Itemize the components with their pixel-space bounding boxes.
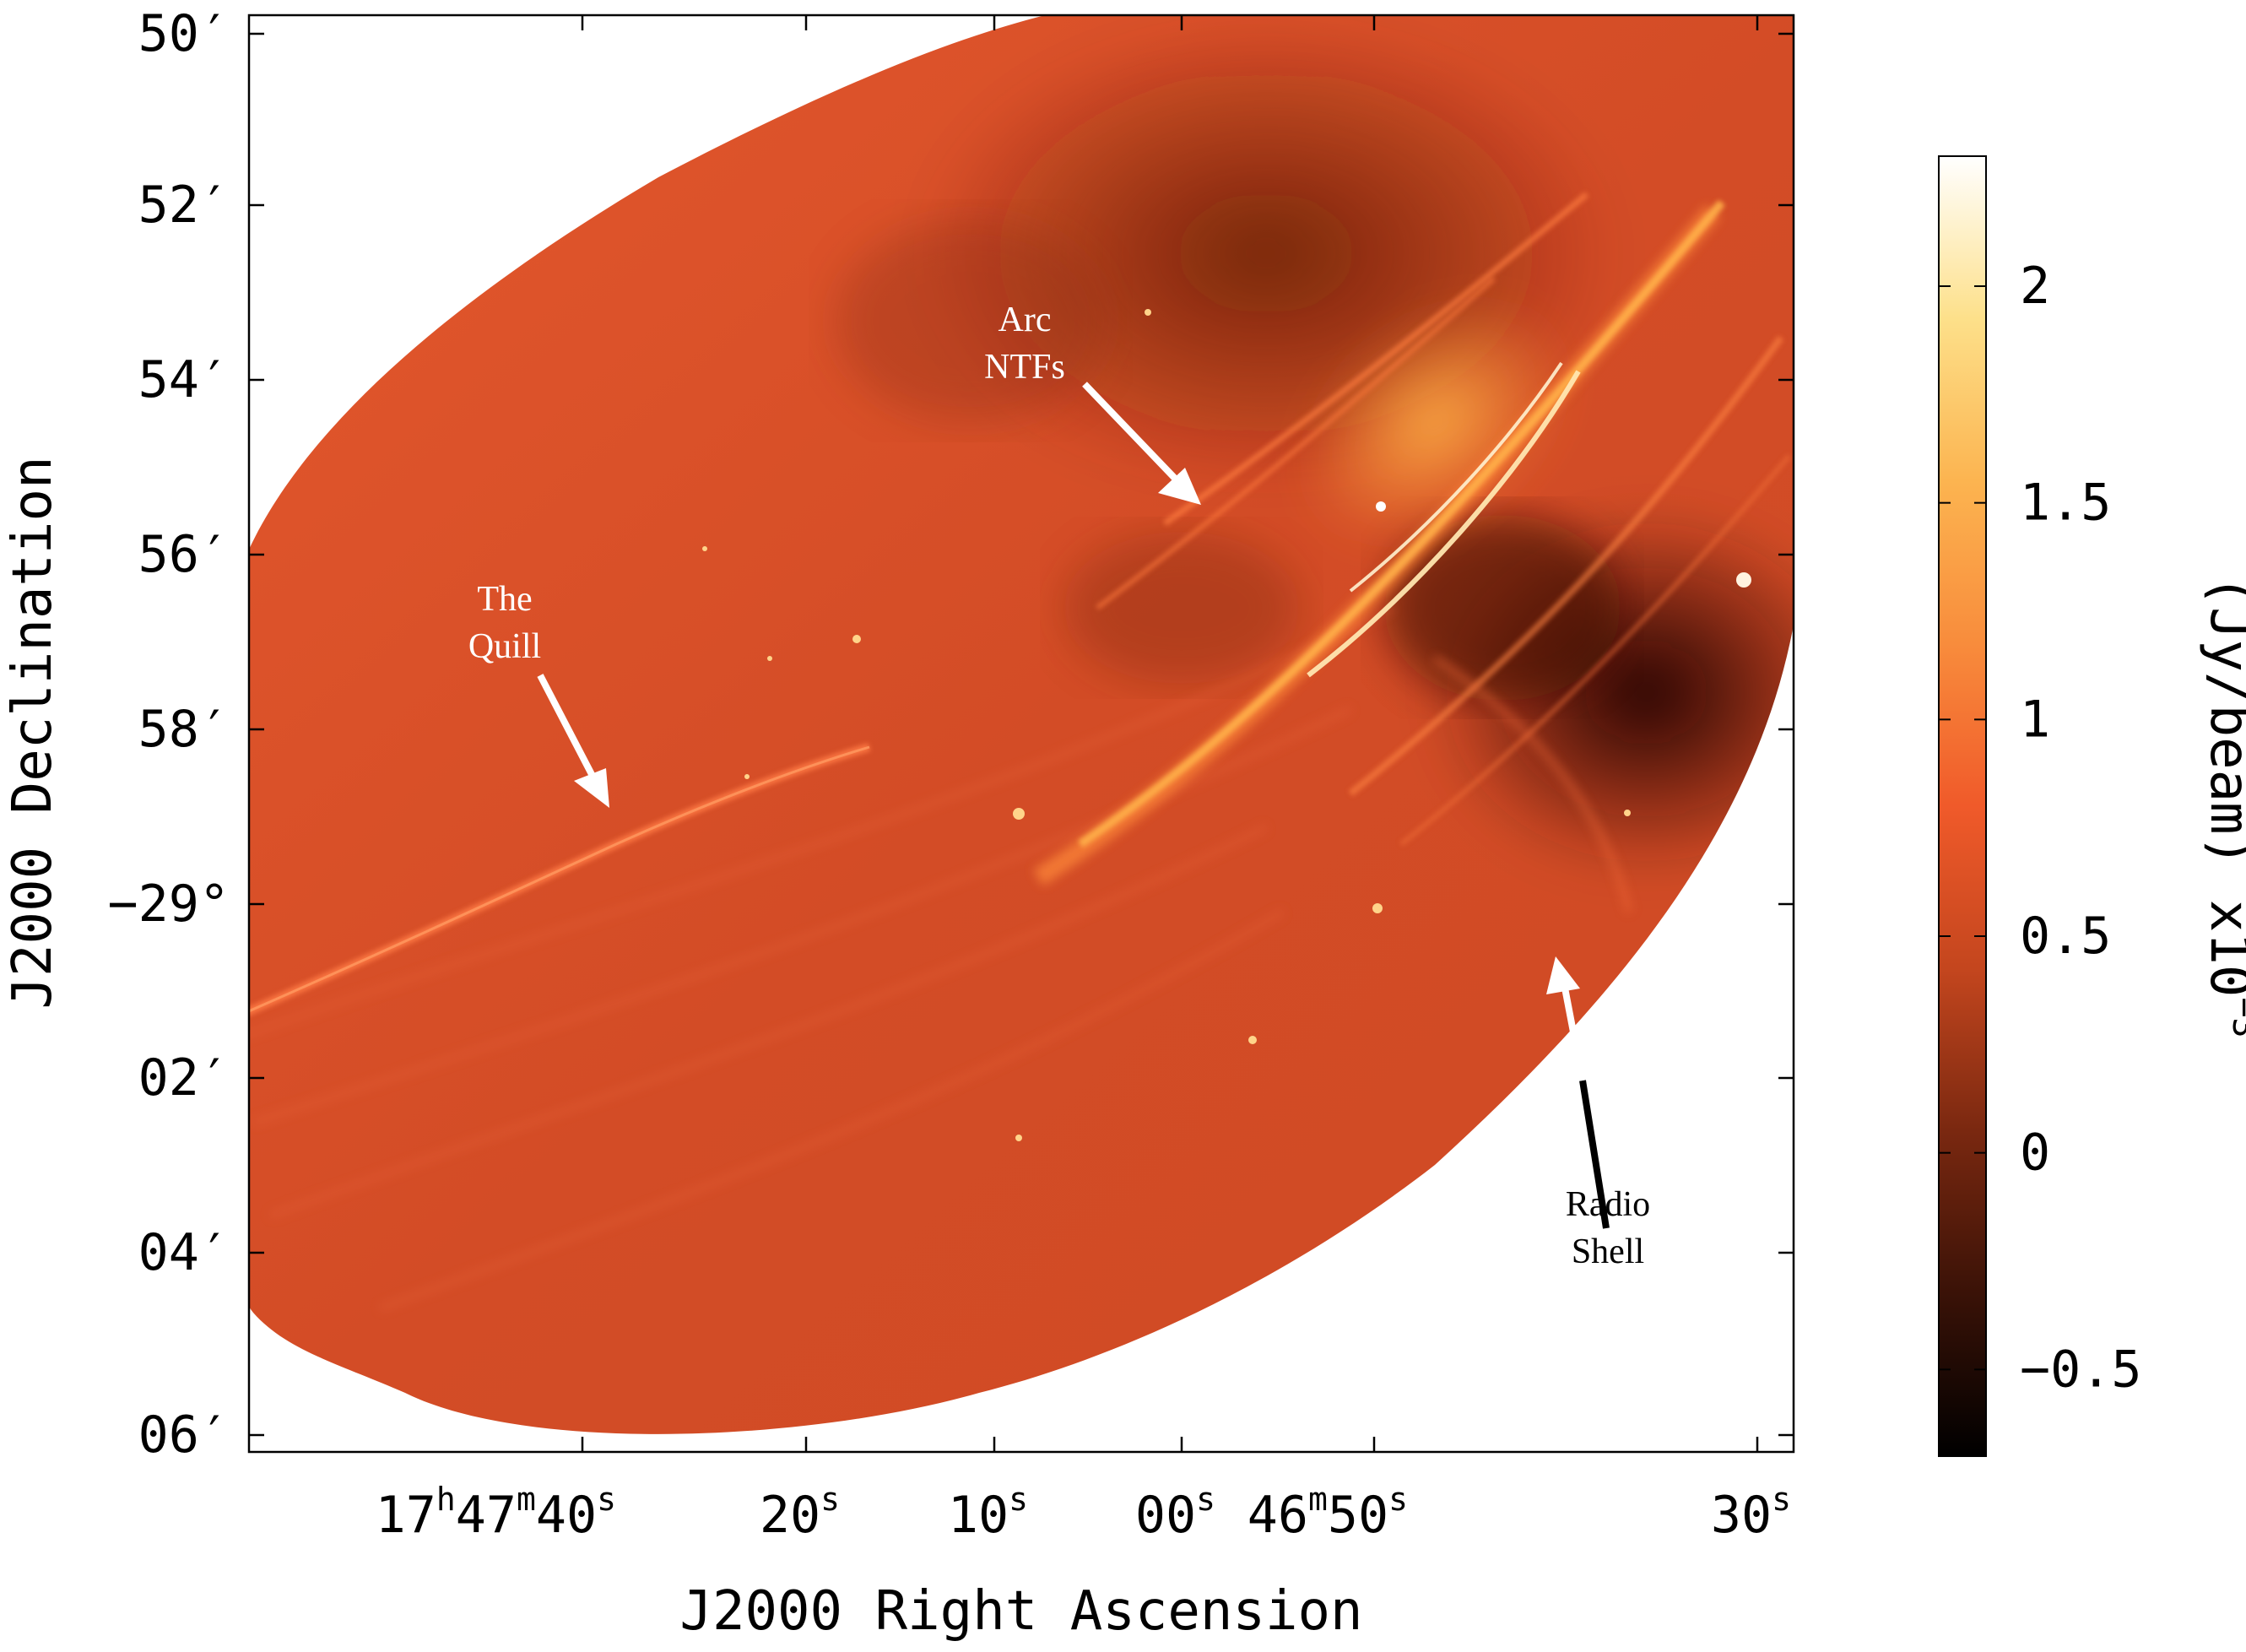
y-tick-label: 58′ [138,700,230,759]
radio-shell-label: Radio Shell [1566,1185,1650,1271]
x-tick-label: 46m​50s​ [1247,1481,1408,1545]
y-tick-label: 56′ [138,525,230,584]
colorbar-label: (Jy/beam) x10−3 [2198,574,2246,1037]
colorbar-tick-label: −0.5 [2020,1340,2142,1399]
annotation-arc-ntfs: Arc NTFs [984,301,1201,505]
colorbar-tick-label: 0 [2020,1124,2050,1183]
colorbar: 2 1.5 1 0.5 0 −0.5 (Jy/beam) x10−3 [1938,155,2246,1457]
y-axis-ticks: 50′ 52′ 54′ 56′ 58′ −29° 02′ 04′ 06′ [108,4,1794,1465]
x-axis-title: J2000 Right Ascension [679,1580,1362,1643]
arc-ntfs-label: Arc NTFs [984,301,1065,387]
x-axis-ticks: 17h​47m​40s​ 20s​ 10s​ 00s​ 46m​50s​ 30s​ [376,15,1791,1545]
x-tick-label: 30s​ [1711,1481,1791,1545]
y-tick-label: 52′ [138,176,230,235]
y-tick-label: 50′ [138,4,230,63]
y-tick-label: 54′ [138,350,230,409]
quill-arrow-shaft [537,674,598,783]
colorbar-gradient [1938,155,1987,1457]
colorbar-tick-label: 0.5 [2020,907,2111,966]
colorbar-tick-label: 2 [2020,257,2050,316]
colorbar-tick-label: 1 [2020,690,2050,749]
y-tick-label: 02′ [138,1048,230,1108]
colorbar-label-group: (Jy/beam) x10−3 [2198,574,2246,1037]
colorbar-tick-label: 1.5 [2020,474,2111,533]
annotation-radio-shell: Radio Shell [1546,956,1650,1271]
radio-shell-arrow-white-segment [1561,983,1586,1081]
radio-shell-arrow-black-segment [1579,1080,1610,1229]
y-tick-label: −29° [108,875,230,934]
quill-arrowhead [574,768,609,808]
quill-label: The Quill [468,580,541,666]
colorbar-ticks: 2 1.5 1 0.5 0 −0.5 [1939,257,2142,1399]
y-tick-label: 06′ [138,1406,230,1465]
x-tick-label: 00s​ [1135,1481,1215,1545]
plot-frame [247,14,1795,1454]
x-tick-label: 10s​ [948,1481,1028,1545]
annotation-quill: The Quill [468,580,609,808]
radio-map [249,15,1794,1434]
x-tick-label: 20s​ [760,1481,840,1545]
x-tick-label: 17h​47m​40s​ [376,1481,616,1545]
y-axis-title: J2000 Declination [2,456,64,1009]
radio-shell-arrowhead [1546,956,1580,994]
y-tick-label: 04′ [138,1223,230,1282]
arc-ntfs-arrowhead [1158,468,1201,505]
arc-ntfs-arrow-shaft [1082,382,1184,488]
